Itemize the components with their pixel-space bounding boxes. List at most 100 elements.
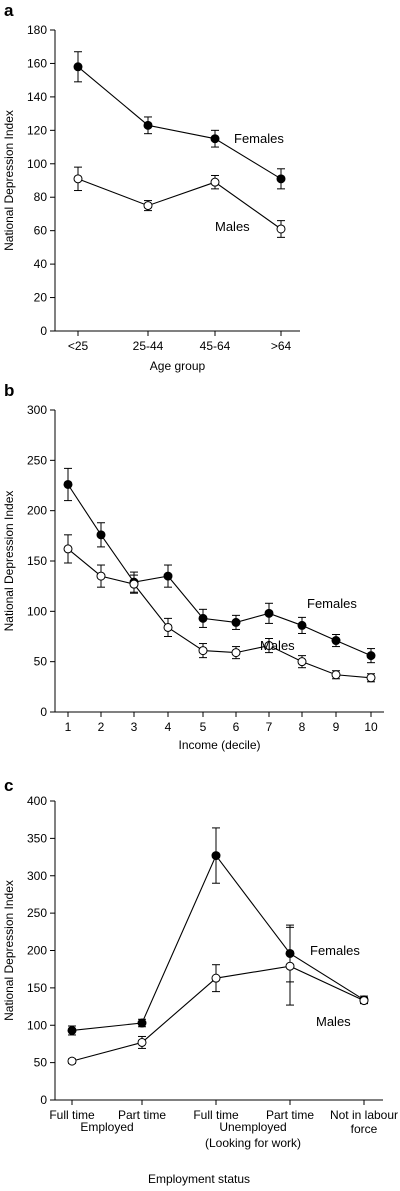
x-tick-label: 1 <box>65 720 72 734</box>
series-label-females: Females <box>310 943 360 958</box>
series-label-males: Males <box>316 1014 351 1029</box>
series-line-females <box>67 484 372 657</box>
y-tick-label: 40 <box>34 257 48 271</box>
y-tick-label: 300 <box>27 403 47 417</box>
data-point-females <box>264 608 274 618</box>
data-point-males <box>96 571 106 581</box>
data-point-females <box>297 620 307 630</box>
data-point-males <box>163 622 173 632</box>
x-tick-label: Full time <box>49 1108 95 1122</box>
x-tick-label: >64 <box>271 339 292 353</box>
data-point-males <box>73 174 83 184</box>
series-label-males: Males <box>215 219 250 234</box>
y-tick-label: 60 <box>34 224 48 238</box>
y-tick-label: 100 <box>27 1018 47 1032</box>
x-tick-label: 7 <box>266 720 273 734</box>
y-tick-label: 250 <box>27 906 47 920</box>
data-point-females <box>211 851 221 861</box>
data-point-females <box>96 530 106 540</box>
x-tick-label: Part time <box>118 1108 166 1122</box>
data-point-females <box>163 571 173 581</box>
data-point-females <box>210 134 220 144</box>
y-tick-label: 50 <box>34 1056 48 1070</box>
y-tick-label: 0 <box>40 705 47 719</box>
series-label-males: Males <box>260 638 295 653</box>
y-tick-label: 350 <box>27 831 47 845</box>
panel-letter: c <box>4 776 13 795</box>
chart-panel-c: c 0 50 100 150 200 250 300 350 400 Full time Part … <box>2 776 398 1186</box>
x-tick-label: 9 <box>333 720 340 734</box>
data-point-males <box>143 201 153 211</box>
category-group-label: Employed <box>80 1120 133 1134</box>
y-axis-title: National Depression Index <box>2 880 16 1021</box>
x-tick-label: 5 <box>200 720 207 734</box>
series-line-males <box>67 548 372 679</box>
y-tick-label: 160 <box>27 56 47 70</box>
y-tick-label: 150 <box>27 981 47 995</box>
x-tick-label: 25-44 <box>133 339 164 353</box>
y-tick-label: 0 <box>40 1093 47 1107</box>
chart-panel-b: b 0 50 100 150 200 250 300 1 2 3 4 5 6 7 8 9 10 Income (d… <box>2 381 384 752</box>
x-axis-title: Age group <box>150 359 206 373</box>
y-axis-title: National Depression Index <box>2 491 16 632</box>
y-tick-label: 100 <box>27 157 47 171</box>
data-point-males <box>331 670 341 680</box>
y-tick-label: 120 <box>27 123 47 137</box>
data-point-females <box>198 613 208 623</box>
data-point-females <box>73 62 83 72</box>
series-label-females: Females <box>307 596 357 611</box>
data-point-males <box>137 1037 147 1047</box>
data-point-males <box>198 646 208 656</box>
x-tick-label: 2 <box>98 720 105 734</box>
x-tick-label: Part time <box>266 1108 314 1122</box>
y-tick-label: 0 <box>40 324 47 338</box>
y-tick-label: 140 <box>27 90 47 104</box>
data-point-males <box>297 657 307 667</box>
data-point-males <box>285 961 295 971</box>
data-point-males <box>67 1056 77 1066</box>
chart-panel-a: a 0 20 40 60 80 100 120 140 160 180 <25 25-44 45-64 >… <box>2 1 300 373</box>
x-axis-title: Employment status <box>148 1172 250 1186</box>
category-group-sublabel: (Looking for work) <box>205 1136 301 1150</box>
x-tick-label: 10 <box>364 720 378 734</box>
data-point-males <box>264 641 274 651</box>
x-tick-label: 8 <box>299 720 306 734</box>
x-axis-title: Income (decile) <box>178 738 260 752</box>
y-tick-label: 100 <box>27 604 47 618</box>
x-tick-label: 45-64 <box>200 339 231 353</box>
category-group-label: Unemployed <box>219 1120 286 1134</box>
panel-letter: a <box>4 1 14 20</box>
data-point-females <box>67 1025 77 1035</box>
series-line-females <box>77 66 282 180</box>
y-tick-label: 150 <box>27 554 47 568</box>
y-tick-label: 180 <box>27 23 47 37</box>
data-point-females <box>137 1018 147 1028</box>
y-tick-label: 200 <box>27 944 47 958</box>
x-tick-label: 4 <box>165 720 172 734</box>
x-tick-label: 6 <box>233 720 240 734</box>
data-point-females <box>276 174 286 184</box>
x-tick-label: <25 <box>68 339 89 353</box>
data-point-males <box>63 544 73 554</box>
y-tick-label: 200 <box>27 504 47 518</box>
panel-letter: b <box>4 381 14 400</box>
data-point-females <box>143 120 153 130</box>
series-label-females: Females <box>234 131 284 146</box>
data-point-females <box>331 636 341 646</box>
y-tick-label: 80 <box>34 190 48 204</box>
y-axis-title: National Depression Index <box>2 110 16 251</box>
x-tick-label: 3 <box>131 720 138 734</box>
data-point-males <box>276 224 286 234</box>
y-tick-label: 250 <box>27 453 47 467</box>
data-point-females <box>231 617 241 627</box>
data-point-females <box>63 479 73 489</box>
data-point-males <box>359 996 369 1006</box>
data-point-females <box>366 651 376 661</box>
data-point-males <box>210 177 220 187</box>
series-line-males <box>77 178 282 230</box>
data-point-males <box>231 648 241 658</box>
data-point-males <box>366 673 376 683</box>
data-point-males <box>211 973 221 983</box>
y-tick-label: 50 <box>34 655 48 669</box>
y-tick-label: 300 <box>27 869 47 883</box>
